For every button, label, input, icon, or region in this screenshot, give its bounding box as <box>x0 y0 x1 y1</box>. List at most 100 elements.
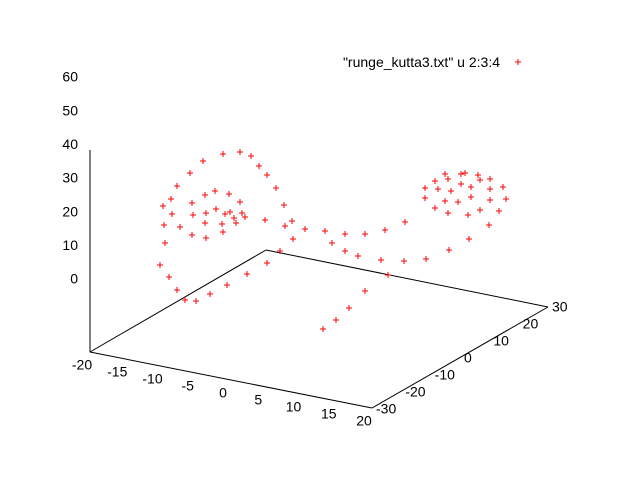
data-point <box>200 158 206 164</box>
data-point <box>256 163 262 169</box>
data-point <box>458 171 464 177</box>
data-point <box>302 226 308 232</box>
data-point <box>222 211 228 217</box>
data-point <box>477 207 483 213</box>
data-point <box>445 176 451 182</box>
z-tick-label: 40 <box>62 136 78 152</box>
data-point <box>486 222 492 228</box>
data-point <box>190 212 196 218</box>
data-point <box>342 231 348 237</box>
data-point <box>422 195 428 201</box>
data-point <box>362 231 368 237</box>
data-point <box>322 228 328 234</box>
data-point <box>237 149 243 155</box>
data-point <box>160 203 166 209</box>
data-point <box>333 317 339 323</box>
data-point <box>329 240 335 246</box>
data-point <box>174 183 180 189</box>
data-point <box>202 220 208 226</box>
data-point <box>446 247 452 253</box>
data-point <box>448 188 454 194</box>
y-tick-label: -10 <box>435 367 455 383</box>
data-point <box>244 271 250 277</box>
data-point <box>177 224 183 230</box>
data-point <box>174 287 180 293</box>
data-point <box>220 151 226 157</box>
data-point <box>342 248 348 254</box>
data-point <box>202 192 208 198</box>
data-point <box>500 184 506 190</box>
y-tick-label: 30 <box>552 299 568 315</box>
data-point <box>320 326 326 332</box>
data-point <box>378 257 384 263</box>
data-point <box>203 210 209 216</box>
data-point <box>203 235 209 241</box>
legend-marker <box>515 59 521 65</box>
data-point <box>233 220 239 226</box>
x-tick-label: -5 <box>182 378 195 394</box>
data-point <box>273 185 279 191</box>
data-point <box>432 205 438 211</box>
x-tick-label: -10 <box>142 371 162 387</box>
data-points <box>157 149 509 332</box>
data-point <box>475 172 481 178</box>
back-axis-line-y <box>265 249 549 308</box>
data-point <box>227 209 233 215</box>
legend-plus-marker <box>515 59 521 65</box>
data-point <box>496 208 502 214</box>
data-point <box>264 172 270 178</box>
y-axis-line <box>371 306 549 409</box>
data-point <box>169 211 175 217</box>
data-point <box>262 217 268 223</box>
x-tick-label: 0 <box>219 385 227 401</box>
data-point <box>237 199 243 205</box>
legend: "runge_kutta3.txt" u 2:3:4 <box>343 54 521 70</box>
data-point <box>455 199 461 205</box>
back-axis-line-x <box>89 249 267 353</box>
x-tick-label: -15 <box>107 364 127 380</box>
y-tick-label: 0 <box>464 350 472 366</box>
data-point <box>468 184 474 190</box>
data-point <box>248 153 254 159</box>
data-point <box>189 200 195 206</box>
data-point <box>477 177 483 183</box>
data-point <box>432 178 438 184</box>
data-point <box>346 305 352 311</box>
data-point <box>207 291 213 297</box>
data-point <box>224 282 230 288</box>
data-point <box>458 181 464 187</box>
data-point <box>442 198 448 204</box>
y-tick-label: -20 <box>405 384 425 400</box>
data-point <box>355 253 361 259</box>
data-point <box>402 219 408 225</box>
data-point <box>264 260 270 266</box>
data-point <box>242 214 248 220</box>
data-point <box>187 170 193 176</box>
data-point <box>182 297 188 303</box>
data-point <box>487 186 493 192</box>
data-point <box>282 223 288 229</box>
data-point <box>423 256 429 262</box>
data-point <box>212 188 218 194</box>
x-tick-label: 15 <box>321 406 337 422</box>
data-point <box>168 196 174 202</box>
data-point <box>161 222 167 228</box>
x-tick-label: -20 <box>72 357 92 373</box>
data-point <box>220 229 226 235</box>
z-tick-label: 20 <box>62 203 78 219</box>
data-point <box>435 186 441 192</box>
data-point <box>219 221 225 227</box>
data-point <box>281 202 287 208</box>
data-point <box>231 215 237 221</box>
y-tick-label: 10 <box>493 333 509 349</box>
data-point <box>442 171 448 177</box>
legend-label: "runge_kutta3.txt" u 2:3:4 <box>343 54 500 70</box>
data-point <box>503 196 509 202</box>
data-point <box>277 248 283 254</box>
z-tick-label: 10 <box>62 237 78 253</box>
data-point <box>162 240 168 246</box>
data-point <box>385 272 391 278</box>
data-point <box>382 227 388 233</box>
